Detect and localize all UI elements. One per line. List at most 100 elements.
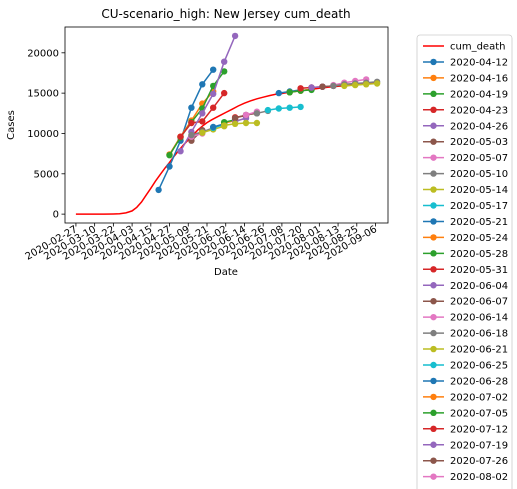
legend-label: 2020-07-12 <box>450 424 508 435</box>
series-2020-04-23 <box>177 89 228 140</box>
legend-label: 2020-05-10 <box>450 169 508 180</box>
data-point <box>210 66 217 73</box>
legend-label: 2020-06-18 <box>450 329 508 340</box>
legend-swatch-marker <box>430 457 437 464</box>
data-point <box>297 85 304 92</box>
legend-label: 2020-05-28 <box>450 249 508 260</box>
series-2020-08-09 <box>341 80 381 90</box>
data-point <box>199 110 206 117</box>
plot-frame <box>64 26 389 224</box>
series-2020-06-21 <box>221 119 261 129</box>
legend-label: 2020-04-12 <box>450 57 508 68</box>
legend-item-2020-07-26: 2020-07-26 <box>423 456 508 467</box>
legend-label: 2020-05-03 <box>450 137 508 148</box>
data-point <box>231 120 239 128</box>
y-axis-label: Cases <box>6 110 17 140</box>
legend-label: 2020-04-16 <box>450 73 508 84</box>
data-point <box>319 83 326 90</box>
legend-swatch-marker <box>430 218 437 225</box>
data-point <box>275 89 282 97</box>
data-point <box>166 163 173 170</box>
data-point <box>264 106 272 114</box>
series-cum_death <box>75 82 376 215</box>
legend-swatch-marker <box>430 250 437 257</box>
y-tick-label: 0 <box>53 210 59 221</box>
legend-item-2020-04-23: 2020-04-23 <box>423 105 508 116</box>
data-point <box>253 119 261 127</box>
data-point <box>253 110 261 117</box>
series-line <box>267 106 301 111</box>
legend-item-2020-06-18: 2020-06-18 <box>423 329 508 340</box>
legend-item-2020-05-24: 2020-05-24 <box>423 233 508 244</box>
legend-item-cum_death: cum_death <box>423 42 505 53</box>
legend-swatch-marker <box>430 202 437 209</box>
legend-label: 2020-04-23 <box>450 105 508 116</box>
legend-swatch-marker <box>430 138 437 145</box>
legend-label: 2020-06-28 <box>450 376 508 387</box>
y-axis: 0 5000 10000 15000 20000 <box>27 48 65 221</box>
data-point <box>352 81 359 89</box>
legend-item-2020-06-21: 2020-06-21 <box>423 345 508 356</box>
legend-item-2020-04-12: 2020-04-12 <box>423 57 508 68</box>
legend-label: 2020-06-04 <box>450 281 508 292</box>
legend-item-2020-05-28: 2020-05-28 <box>423 249 508 260</box>
data-point <box>231 32 239 40</box>
data-point <box>341 82 348 90</box>
data-point <box>242 111 250 119</box>
y-tick-label: 15000 <box>27 89 59 100</box>
legend-label: 2020-08-02 <box>450 472 508 483</box>
legend-item-2020-06-14: 2020-06-14 <box>423 313 508 324</box>
data-point <box>210 123 217 131</box>
legend-item-2020-07-05: 2020-07-05 <box>423 408 508 419</box>
data-point <box>188 104 195 111</box>
x-axis-label: Date <box>214 267 238 278</box>
legend-item-2020-05-14: 2020-05-14 <box>423 185 508 196</box>
legend-label: 2020-05-07 <box>450 153 508 164</box>
data-point <box>286 104 293 111</box>
data-point <box>330 82 337 90</box>
data-point <box>199 129 206 136</box>
legend-swatch-marker <box>430 186 437 193</box>
data-point <box>199 81 206 88</box>
data-point <box>188 131 195 139</box>
legend-swatch-marker <box>430 282 437 289</box>
series-line <box>344 82 378 87</box>
series-line <box>333 78 367 86</box>
legend-swatch-marker <box>430 313 437 321</box>
data-point <box>373 80 381 87</box>
data-point <box>221 89 228 97</box>
legend-label: 2020-06-07 <box>450 297 508 308</box>
series-2020-06-25 <box>264 103 304 114</box>
series-2020-04-26 <box>177 32 239 155</box>
legend-swatch-marker <box>430 329 437 337</box>
legend-item-2020-07-19: 2020-07-19 <box>423 440 508 451</box>
data-point <box>275 105 282 112</box>
legend-label: 2020-06-14 <box>450 313 508 324</box>
plot-area <box>75 32 381 215</box>
legend-swatch-marker <box>430 58 437 66</box>
legend-label: 2020-07-05 <box>450 408 508 419</box>
legend-item-2020-05-03: 2020-05-03 <box>423 137 508 148</box>
data-point <box>210 90 217 98</box>
legend-swatch-marker <box>430 425 437 432</box>
data-point <box>297 103 304 111</box>
legend-swatch-marker <box>430 74 437 82</box>
legend-item-2020-06-28: 2020-06-28 <box>423 376 508 387</box>
legend-item-2020-04-19: 2020-04-19 <box>423 89 508 100</box>
data-point <box>221 68 228 75</box>
legend-swatch-marker <box>430 106 437 114</box>
legend-swatch-marker <box>430 90 437 98</box>
legend-item-2020-07-02: 2020-07-02 <box>423 392 508 403</box>
legend-swatch-marker <box>430 266 437 273</box>
data-point <box>221 122 228 129</box>
legend-swatch-marker <box>430 377 437 385</box>
data-point <box>199 118 206 125</box>
legend-item-2020-07-12: 2020-07-12 <box>423 424 508 435</box>
data-point <box>210 104 217 111</box>
legend-label: 2020-07-02 <box>450 392 508 403</box>
legend-label: 2020-04-19 <box>450 89 508 100</box>
legend-swatch-marker <box>430 154 437 161</box>
legend-swatch-marker <box>430 234 437 241</box>
legend-swatch-marker <box>430 345 437 353</box>
